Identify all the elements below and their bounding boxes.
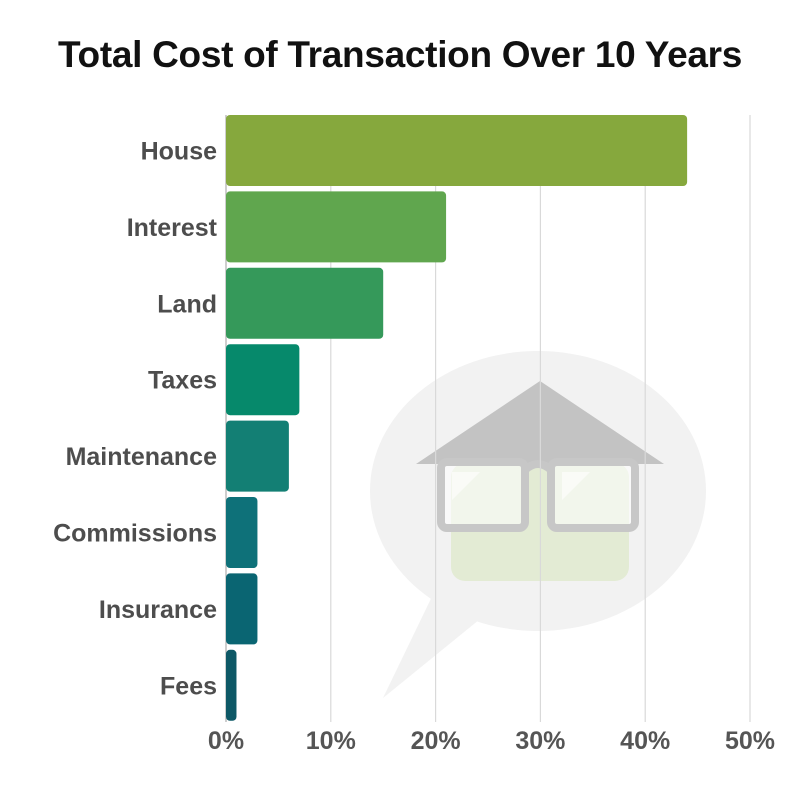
- chart-title: Total Cost of Transaction Over 10 Years: [57, 34, 743, 75]
- bar-fees: [226, 649, 237, 721]
- category-label: Interest: [127, 214, 218, 242]
- house-with-glasses-icon: [370, 351, 706, 698]
- x-tick-label: 20%: [411, 727, 461, 755]
- category-label: Maintenance: [66, 443, 218, 471]
- bar-maintenance: [226, 420, 289, 492]
- x-tick-label: 50%: [725, 727, 775, 755]
- bar-land: [226, 267, 384, 339]
- category-label: Taxes: [148, 367, 217, 395]
- x-axis-tick-labels: 0% 10% 20% 30% 40% 50%: [208, 727, 775, 755]
- category-label: Fees: [160, 672, 217, 700]
- x-tick-label: 0%: [208, 727, 244, 755]
- bar-taxes: [226, 344, 300, 416]
- category-label: Commissions: [53, 520, 217, 548]
- category-label: Insurance: [99, 596, 217, 624]
- bar-interest: [226, 191, 447, 263]
- category-label: House: [141, 138, 218, 166]
- x-tick-label: 40%: [620, 727, 670, 755]
- bars: [226, 115, 688, 721]
- category-label: Land: [157, 290, 217, 318]
- bar-house: [226, 115, 688, 186]
- category-labels: House Interest Land Taxes Maintenance Commiss…: [53, 138, 218, 701]
- glasses-icon: [437, 458, 639, 532]
- bar-insurance: [226, 573, 258, 645]
- x-tick-label: 30%: [515, 727, 565, 755]
- x-tick-label: 10%: [306, 727, 356, 755]
- bar-commissions: [226, 497, 258, 568]
